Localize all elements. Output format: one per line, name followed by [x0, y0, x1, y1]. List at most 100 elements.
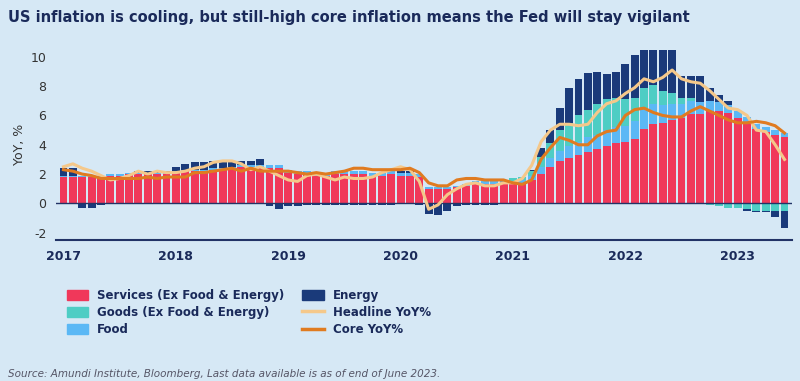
- Bar: [125, 173, 133, 174]
- Bar: [490, 181, 498, 184]
- Bar: [134, 171, 142, 173]
- Bar: [453, 203, 461, 207]
- Bar: [294, 203, 302, 207]
- Bar: [537, 167, 545, 174]
- Bar: [584, 138, 592, 152]
- Bar: [415, 203, 423, 205]
- Bar: [331, 171, 339, 174]
- Bar: [771, 134, 779, 203]
- Bar: [724, 105, 732, 112]
- Bar: [687, 101, 695, 114]
- Bar: [387, 203, 395, 205]
- Bar: [594, 149, 602, 203]
- Bar: [97, 176, 105, 177]
- Bar: [341, 174, 348, 203]
- Bar: [238, 161, 246, 165]
- Bar: [434, 189, 442, 203]
- Bar: [210, 168, 218, 170]
- Bar: [612, 98, 620, 127]
- Bar: [743, 123, 751, 203]
- Bar: [640, 88, 648, 110]
- Bar: [78, 203, 86, 208]
- Bar: [518, 180, 526, 183]
- Bar: [153, 173, 161, 174]
- Bar: [153, 174, 161, 203]
- Bar: [256, 167, 264, 203]
- Bar: [537, 148, 545, 157]
- Bar: [528, 170, 536, 171]
- Bar: [312, 176, 320, 203]
- Bar: [715, 111, 723, 203]
- Bar: [341, 171, 348, 174]
- Bar: [528, 180, 536, 203]
- Bar: [715, 95, 723, 102]
- Bar: [144, 173, 152, 174]
- Bar: [715, 203, 723, 207]
- Bar: [678, 104, 686, 118]
- Bar: [658, 91, 666, 105]
- Bar: [97, 177, 105, 203]
- Bar: [602, 130, 610, 146]
- Bar: [425, 187, 433, 189]
- Bar: [218, 168, 226, 170]
- Bar: [546, 167, 554, 203]
- Bar: [453, 187, 461, 203]
- Bar: [69, 176, 77, 177]
- Bar: [537, 157, 545, 167]
- Bar: [425, 203, 433, 214]
- Bar: [696, 76, 704, 102]
- Bar: [246, 167, 254, 203]
- Bar: [162, 171, 170, 173]
- Bar: [658, 123, 666, 203]
- Bar: [743, 117, 751, 123]
- Bar: [743, 203, 751, 209]
- Bar: [753, 211, 760, 212]
- Bar: [762, 203, 770, 211]
- Bar: [594, 72, 602, 104]
- Bar: [190, 162, 198, 170]
- Bar: [574, 115, 582, 142]
- Bar: [406, 173, 414, 176]
- Bar: [612, 72, 620, 98]
- Bar: [602, 74, 610, 99]
- Bar: [238, 167, 246, 203]
- Bar: [275, 168, 283, 203]
- Bar: [228, 167, 236, 168]
- Bar: [640, 36, 648, 88]
- Text: US inflation is cooling, but still-high core inflation means the Fed will stay v: US inflation is cooling, but still-high …: [8, 10, 690, 24]
- Bar: [453, 186, 461, 187]
- Bar: [687, 114, 695, 203]
- Bar: [678, 118, 686, 203]
- Bar: [762, 211, 770, 212]
- Bar: [359, 203, 367, 205]
- Bar: [668, 120, 676, 203]
- Bar: [650, 124, 658, 203]
- Bar: [462, 203, 470, 205]
- Bar: [528, 176, 536, 180]
- Bar: [724, 112, 732, 203]
- Bar: [753, 124, 760, 129]
- Bar: [743, 209, 751, 211]
- Bar: [602, 99, 610, 130]
- Bar: [574, 142, 582, 155]
- Bar: [781, 133, 789, 138]
- Bar: [528, 171, 536, 176]
- Bar: [378, 203, 386, 205]
- Bar: [668, 93, 676, 104]
- Bar: [556, 130, 564, 150]
- Bar: [650, 85, 658, 104]
- Bar: [284, 173, 292, 203]
- Bar: [144, 174, 152, 203]
- Bar: [246, 161, 254, 165]
- Bar: [565, 146, 573, 158]
- Bar: [88, 176, 95, 177]
- Bar: [584, 152, 592, 203]
- Bar: [565, 88, 573, 123]
- Bar: [359, 171, 367, 174]
- Bar: [331, 174, 339, 203]
- Bar: [210, 170, 218, 203]
- Bar: [565, 123, 573, 146]
- Bar: [630, 55, 638, 98]
- Bar: [434, 187, 442, 189]
- Bar: [69, 177, 77, 203]
